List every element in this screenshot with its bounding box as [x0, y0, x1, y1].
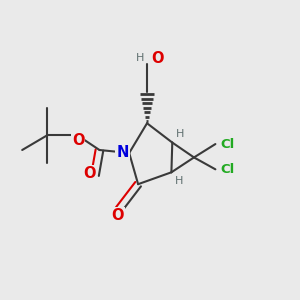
Text: H: H — [176, 129, 184, 139]
Text: O: O — [111, 208, 124, 223]
Text: H: H — [136, 53, 144, 64]
Text: H: H — [175, 176, 183, 186]
Text: Cl: Cl — [221, 163, 235, 176]
Text: O: O — [152, 51, 164, 66]
Text: O: O — [72, 133, 84, 148]
Text: O: O — [83, 166, 95, 181]
Text: N: N — [116, 146, 129, 160]
Text: Cl: Cl — [221, 138, 235, 151]
